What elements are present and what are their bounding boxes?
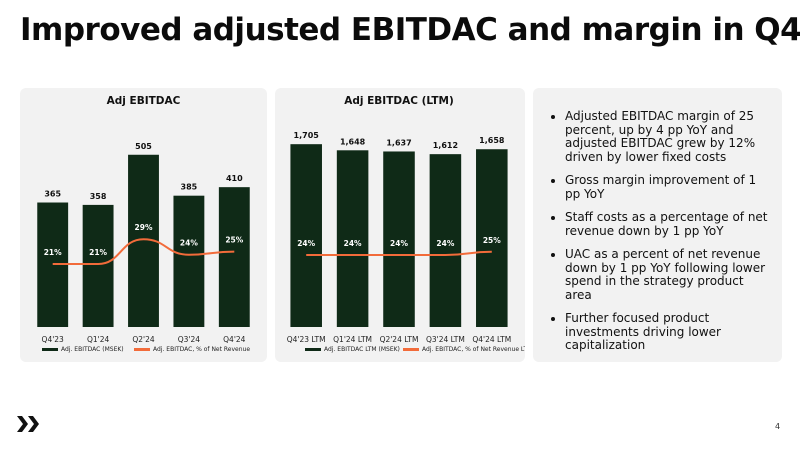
bar [476, 149, 508, 327]
bar-value-label: 1,658 [479, 136, 505, 145]
bar-value-label: 358 [90, 192, 107, 201]
legend-label: Adj. EBITDAC, % of Net Revenue LTM [422, 346, 525, 353]
bar [290, 144, 322, 327]
bar [383, 151, 415, 327]
bar [336, 150, 369, 327]
bar-value-label: 365 [44, 190, 61, 199]
chart-title: Adj EBITDAC [107, 95, 181, 107]
page-number: 4 [775, 422, 781, 431]
bar-value-label: 505 [135, 142, 152, 151]
margin-value-label: 24% [180, 239, 198, 248]
adj-ebitdac-chart: Adj EBITDAC 365 Q4'23 358 Q1'24 505 Q2'24 385 Q3… [37, 95, 250, 353]
bar [429, 154, 462, 327]
x-tick-label: Q2'24 LTM [380, 335, 419, 344]
margin-value-label: 25% [225, 236, 243, 245]
bar-value-label: 1,637 [386, 138, 411, 147]
bullet-item: Further focused product investments driv… [565, 311, 772, 353]
commentary-panel: Adjusted EBITDAC margin of 25 percent, u… [533, 88, 782, 362]
bullet-item: Gross margin improvement of 1 pp YoY [565, 173, 772, 201]
bullet-item: UAC as a percent of net revenue down by … [565, 247, 772, 302]
x-tick-label: Q2'24 [132, 335, 155, 344]
x-tick-label: Q4'23 LTM [287, 335, 326, 344]
margin-value-label: 24% [344, 239, 362, 248]
bar-value-label: 1,612 [433, 141, 458, 150]
bar-value-label: 410 [226, 174, 243, 183]
legend-line-swatch [134, 348, 150, 351]
adj-ebitdac-ltm-chart: Adj EBITDAC (LTM) 1,705 Q4'23 LTM 1,648 Q1'2… [287, 95, 525, 353]
legend-label: Adj. EBITDAC LTM (MSEK) [324, 346, 400, 353]
adj-ebitdac-chart-panel: Adj EBITDAC 365 Q4'23 358 Q1'24 505 Q2'24 385 Q3… [20, 88, 267, 362]
margin-value-label: 29% [135, 223, 153, 232]
margin-line [52, 238, 235, 265]
x-tick-label: Q4'24 [223, 335, 246, 344]
margin-value-label: 21% [44, 248, 62, 257]
x-tick-label: Q3'24 [178, 335, 201, 344]
legend-bar-swatch [305, 348, 321, 351]
bullet-item: Staff costs as a percentage of net reven… [565, 210, 772, 238]
chevron-logo-icon [16, 414, 42, 438]
margin-value-label: 24% [297, 239, 315, 248]
legend-bar-swatch [42, 348, 58, 351]
margin-value-label: 24% [436, 239, 454, 248]
margin-value-label: 21% [89, 248, 107, 257]
bar [82, 204, 114, 327]
legend-label: Adj. EBITDAC, % of Net Revenue [153, 346, 250, 353]
adj-ebitdac-ltm-chart-panel: Adj EBITDAC (LTM) 1,705 Q4'23 LTM 1,648 Q1'2… [275, 88, 525, 362]
margin-line [306, 250, 492, 256]
chart-title: Adj EBITDAC (LTM) [344, 95, 454, 107]
slide-title: Improved adjusted EBITDAC and margin in … [20, 12, 800, 48]
x-tick-label: Q1'24 LTM [333, 335, 372, 344]
x-tick-label: Q3'24 LTM [426, 335, 465, 344]
legend-label: Adj. EBITDAC (MSEK) [61, 346, 124, 353]
legend-line-swatch [403, 348, 419, 351]
x-tick-label: Q4'24 LTM [472, 335, 511, 344]
bar-value-label: 385 [181, 183, 198, 192]
commentary-bullet-list: Adjusted EBITDAC margin of 25 percent, u… [547, 109, 772, 363]
x-tick-label: Q1'24 [87, 335, 110, 344]
bullet-item: Adjusted EBITDAC margin of 25 percent, u… [565, 109, 772, 164]
margin-value-label: 24% [390, 239, 408, 248]
bar-value-label: 1,648 [340, 137, 366, 146]
margin-value-label: 25% [483, 236, 501, 245]
bar [218, 187, 250, 327]
bar [173, 195, 205, 327]
x-tick-label: Q4'23 [42, 335, 65, 344]
bar-value-label: 1,705 [294, 131, 320, 140]
